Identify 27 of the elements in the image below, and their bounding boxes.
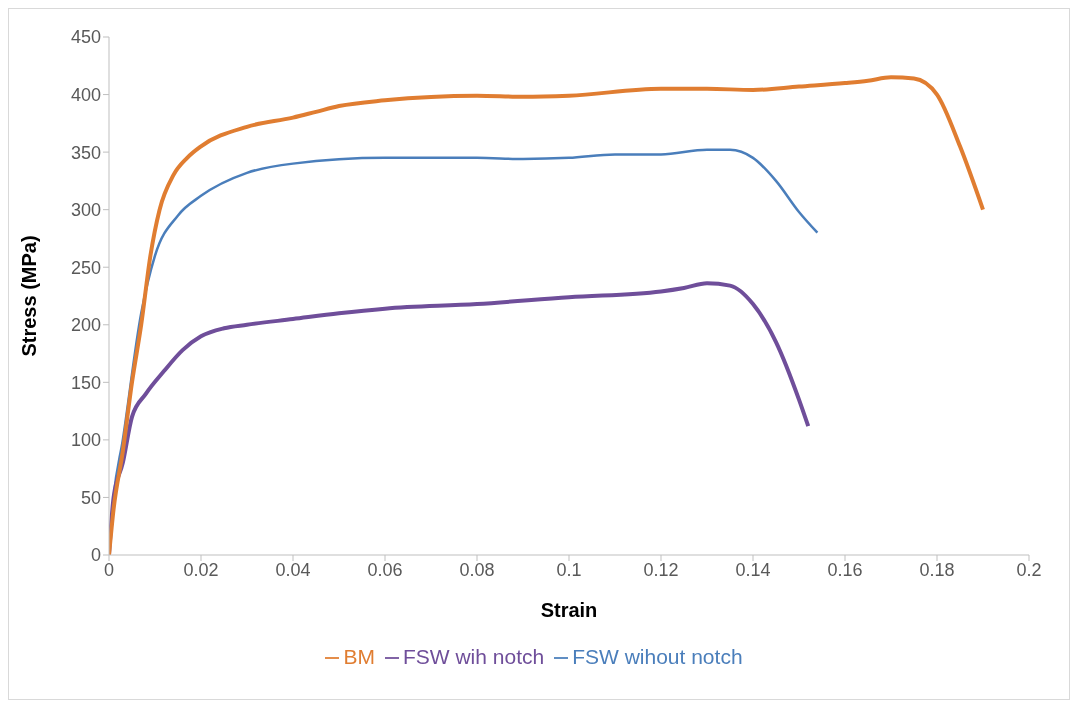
- x-tick-label: 0: [103, 559, 115, 580]
- legend-label: FSW wihout notch: [572, 645, 743, 668]
- y-tick-label: 50: [80, 487, 101, 508]
- x-tick-label: 0.08: [459, 559, 495, 580]
- y-tick-label: 100: [70, 430, 101, 451]
- x-axis-title: Strain: [540, 599, 598, 621]
- x-tick-label: 0.14: [735, 559, 771, 580]
- x-tick-label: 0.02: [183, 559, 219, 580]
- x-tick-label: 0.04: [275, 559, 311, 580]
- y-tick-label: 150: [70, 372, 101, 393]
- y-tick-label: 250: [70, 257, 101, 278]
- y-tick-label: 450: [70, 27, 101, 48]
- x-tick-label: 0.18: [919, 559, 955, 580]
- legend-label: BM: [343, 645, 375, 668]
- x-tick-label: 0.16: [827, 559, 863, 580]
- x-tick-label: 0.06: [367, 559, 403, 580]
- y-tick-label: 350: [70, 142, 101, 163]
- line-series: [109, 75, 985, 555]
- x-tick-label: 0.1: [556, 559, 582, 580]
- y-tick-label: 400: [70, 84, 101, 105]
- y-tick-label: 200: [70, 315, 101, 336]
- x-tick-label: 0.12: [643, 559, 679, 580]
- legend-label: FSW wih notch: [402, 645, 545, 668]
- y-tick-label: 0: [90, 545, 101, 566]
- x-tick-label: 0.2: [1016, 559, 1042, 580]
- y-axis-title: Stress (MPa): [18, 235, 41, 357]
- y-tick-label: 300: [70, 200, 101, 221]
